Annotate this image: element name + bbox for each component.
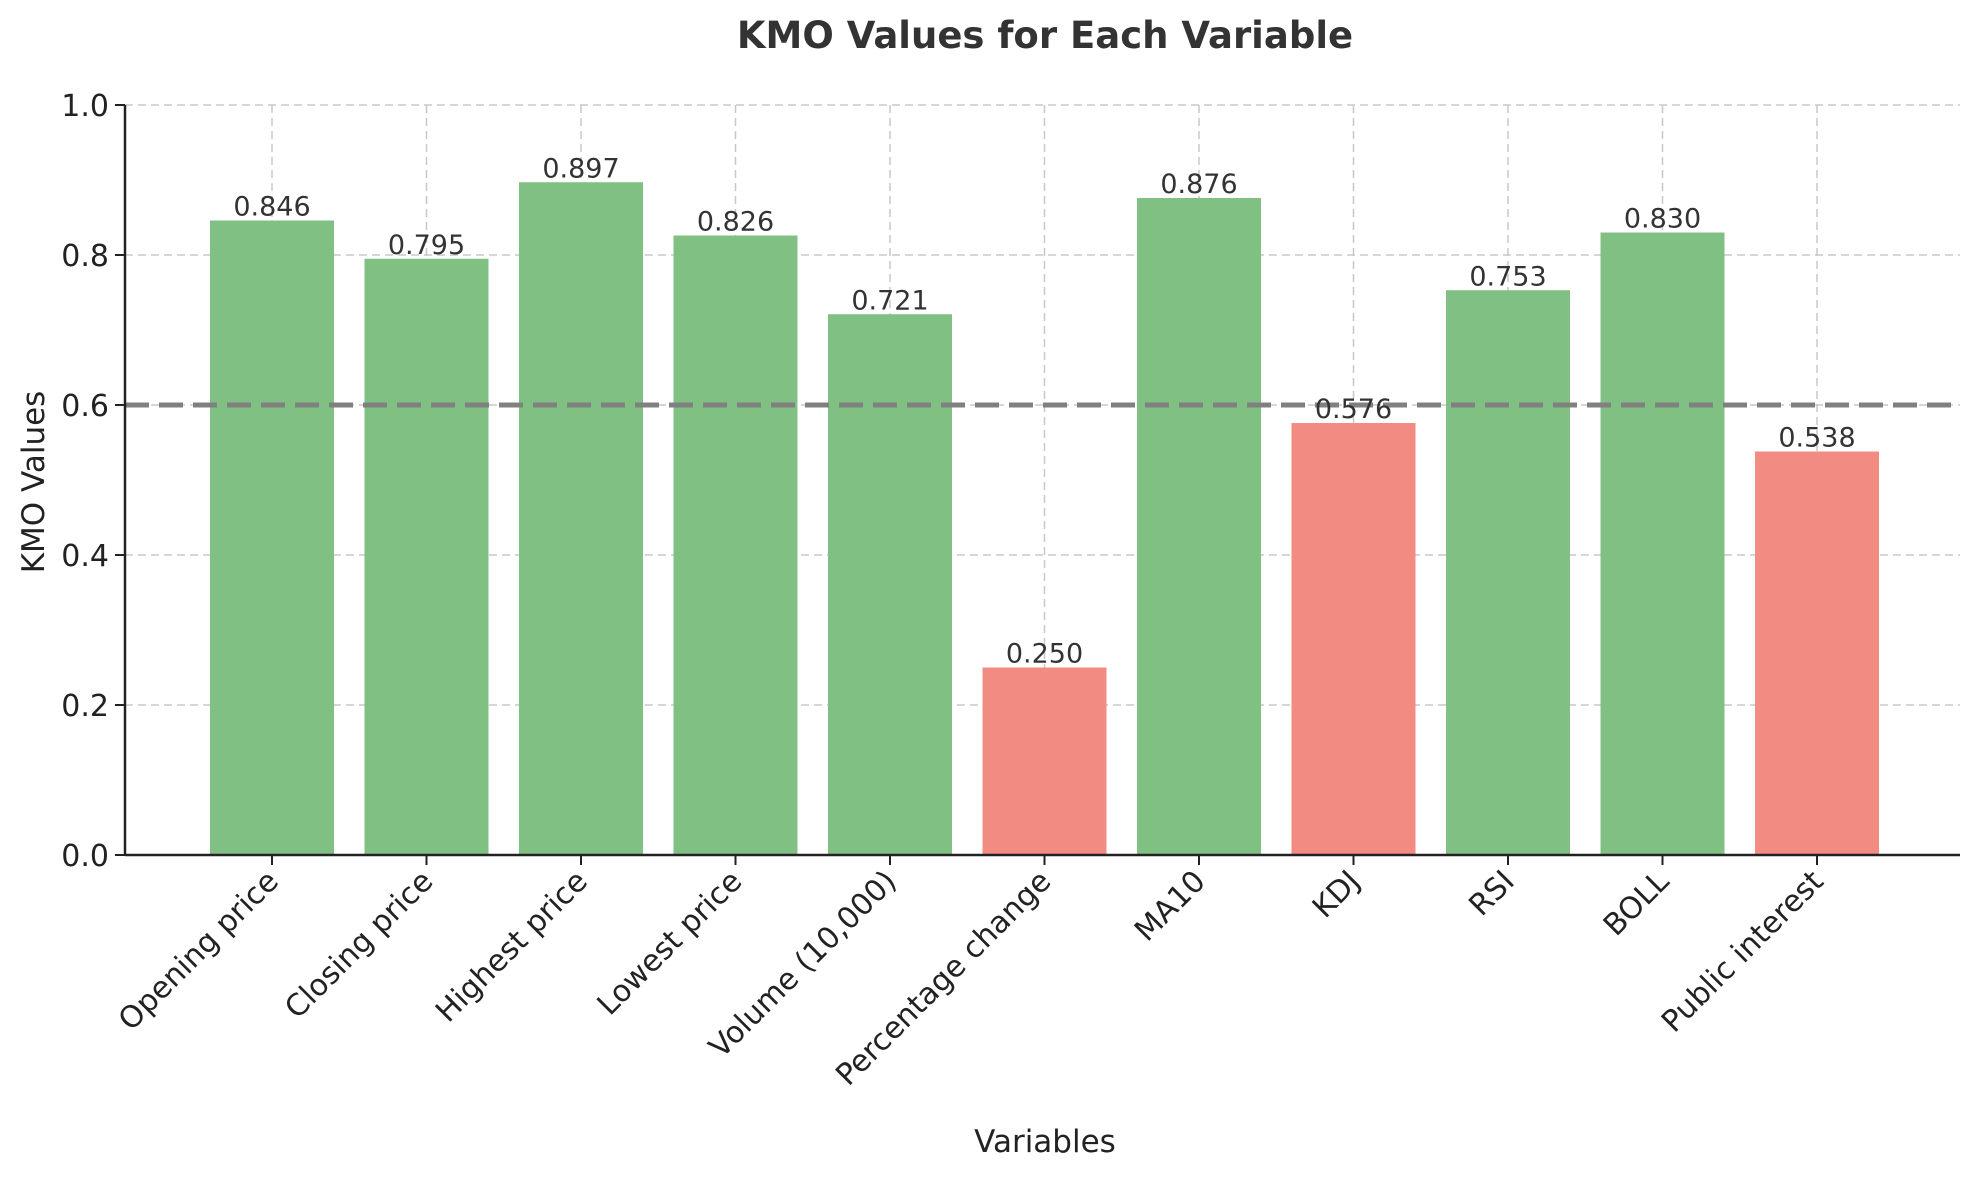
bar-3 [519, 182, 643, 855]
y-tick-label: 0.2 [61, 689, 109, 724]
x-tick-label: Opening price [112, 864, 286, 1038]
y-tick-label: 1.0 [61, 89, 109, 124]
x-tick-label: KDJ [1306, 864, 1367, 925]
y-ticks: 0.0 0.2 0.4 0.6 0.8 1.0 [61, 89, 125, 874]
x-tick-label: Public interest [1655, 864, 1831, 1040]
value-label: 0.830 [1624, 204, 1701, 235]
x-tick-label: MA10 [1128, 864, 1213, 949]
value-label: 0.846 [233, 192, 310, 223]
x-tick-label: Lowest price [591, 864, 749, 1022]
value-label: 0.721 [851, 285, 928, 316]
value-label: 0.250 [1006, 639, 1083, 670]
value-label: 0.753 [1469, 261, 1546, 292]
x-tick-label: Closing price [278, 864, 440, 1026]
y-tick-label: 0.8 [61, 239, 109, 274]
value-label: 0.826 [697, 207, 774, 238]
value-label: 0.795 [388, 230, 465, 261]
x-tick-label: RSI [1462, 864, 1521, 923]
value-label: 0.876 [1160, 169, 1237, 200]
bar-5 [828, 314, 952, 855]
y-tick-label: 0.0 [61, 839, 109, 874]
value-label: 0.897 [542, 153, 619, 184]
y-tick-label: 0.6 [61, 389, 109, 424]
bar-1 [210, 220, 334, 855]
bar-9 [1446, 290, 1570, 855]
x-tick-label: Highest price [429, 864, 594, 1029]
bar-7 [1137, 198, 1261, 855]
bar-10 [1600, 232, 1725, 855]
value-labels: 0.846 0.795 0.897 0.826 0.721 0.250 0.876 0.576… [233, 153, 1855, 669]
y-axis-label: KMO Values [16, 391, 52, 574]
bars [210, 182, 1879, 855]
chart-title: KMO Values for Each Variable [737, 14, 1353, 57]
x-axis-label: Variables [974, 1124, 1116, 1160]
y-tick-label: 0.4 [61, 539, 109, 574]
bar-4 [673, 235, 798, 855]
value-label: 0.538 [1778, 423, 1855, 454]
bar-2 [364, 258, 489, 855]
axes [123, 105, 1960, 857]
bar-6 [982, 667, 1107, 855]
x-tick-label: BOLL [1597, 864, 1676, 943]
bar-11 [1755, 451, 1879, 855]
value-label: 0.576 [1315, 394, 1392, 425]
bar-8 [1291, 423, 1416, 855]
